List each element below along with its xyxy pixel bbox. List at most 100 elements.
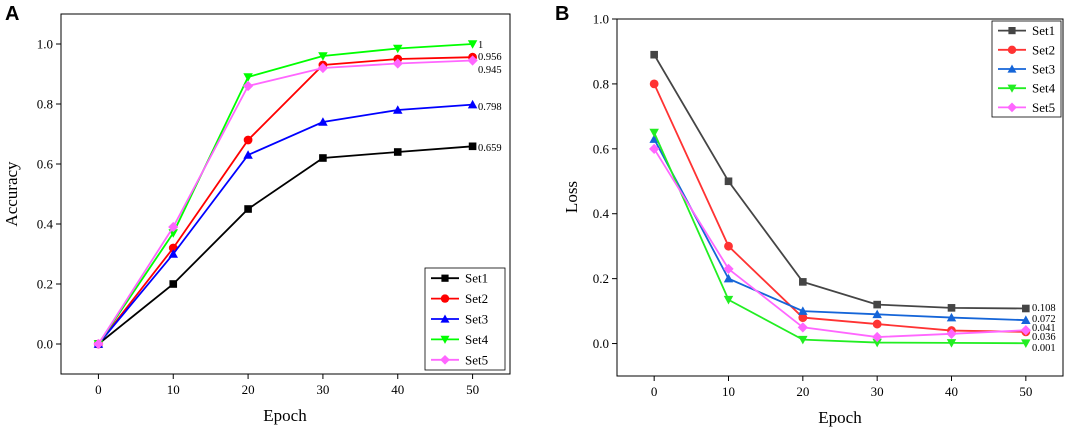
panel-a-x-tick-label: 0 [95,382,102,397]
panel-a-line-set3 [97,103,473,345]
panel-b-point-set4 [723,295,734,305]
panel-a-y-tick-label: 0.0 [37,337,53,352]
panel-b-y-tick-label: 0.6 [593,141,610,156]
panel-a-y-tick-label: 0.4 [37,217,54,232]
panel-b-point-set5 [872,331,883,343]
panel-b-end-label-set2: 0.036 [1032,332,1056,343]
panel-b-point-set1 [799,278,807,286]
panel-b-point-set3 [798,306,808,315]
panel-b-line-set2 [653,83,1026,333]
panel-a-point-set3 [243,150,253,159]
panel-a-point-set3 [393,105,403,114]
panel-a-point-set5 [467,55,478,66]
panel-a-legend-label-set2: Set2 [465,291,488,306]
panel-a-legend-marker-set3 [440,314,450,323]
panel-b-point-set2 [798,313,808,322]
panel-a-end-label-set4: 1 [478,40,483,51]
panel-a-legend-label-set4: Set4 [465,332,489,347]
panel-a-legend-label-set3: Set3 [465,312,488,327]
panel-b-legend-marker-set4 [1007,84,1017,93]
panel-a-end-labels: 10.956 0.945 0.798 0.659 [478,40,502,154]
panel-b-end-label-set5: 0.041 [1032,323,1056,334]
panel-b-point-set5 [649,143,660,154]
panel-b-x-tick-label: 40 [945,384,958,399]
panel-b-loss-chart: B 0 10 20 30 40 50 0.0 0.2 0.4 0.6 0.8 1.0 Epoch Lo… [555,3,1064,427]
panel-b-point-set1 [873,300,881,309]
panel-b-point-set4 [946,339,957,348]
panel-a-x-tick-label: 40 [391,382,404,397]
panel-b-point-set5 [1020,325,1031,336]
panel-a-x-tick-label: 50 [466,382,479,397]
panel-b-line-set3 [653,138,1026,322]
panel-a-legend: Set1 Set2 Set3 Set4 Set5 [424,267,506,371]
panel-b-series-group [649,50,1031,348]
panel-a-x-tick-label: 10 [167,382,180,397]
panel-a-y-tick-label: 0.8 [37,97,53,112]
panel-a-point-set5 [93,338,104,350]
panel-b-letter: B [555,3,569,25]
panel-b-x-tick-label: 30 [871,384,884,399]
panel-b-point-set5 [723,263,734,275]
panel-a-series-group [93,40,478,350]
panel-b-point-set2 [872,319,882,329]
panel-b-legend-marker-set5 [1007,102,1017,113]
panel-b-point-set3 [872,309,882,319]
panel-b-legend-marker-set2 [1007,45,1017,54]
panel-b-point-set4 [649,128,659,138]
panel-b-y-tick-label: 0.8 [593,76,609,91]
panel-b-point-set5 [797,322,808,333]
panel-a-letter: A [5,3,19,25]
panel-b-legend-marker-set3 [1007,64,1017,73]
panel-b-point-set2 [649,79,659,89]
panel-a-point-set5 [242,80,254,92]
panel-a-legend-marker-set1 [441,274,449,282]
panel-a-end-label-set2: 0.956 [478,52,502,63]
panel-b-y-tick-label: 0.2 [593,271,609,286]
panel-a-point-set1 [244,205,252,213]
panel-a-line-set4 [97,43,473,345]
panel-b-y-tick-label: 0.0 [593,336,609,351]
panel-b-point-set1 [724,177,733,186]
panel-a-legend-label-set1: Set1 [465,271,488,286]
panel-b-x-tick-label: 20 [796,384,809,399]
panel-a-accuracy-chart: A 0 10 20 30 40 50 0.0 0.2 0.4 0.6 0.8 1.0 Epoch Ac… [2,3,511,425]
panel-a-y-tick-label: 1.0 [37,37,53,52]
panel-b-point-set5 [946,328,957,339]
panel-b-legend-label-set3: Set3 [1032,62,1055,77]
panel-a-axis-ticks: 0 10 20 30 40 50 0.0 0.2 0.4 0.6 0.8 1.0 [37,37,479,398]
panel-a-point-set5 [392,58,403,69]
panel-a-point-set5 [317,62,329,74]
panel-a-x-tick-label: 20 [242,382,255,397]
panel-b-x-axis-title: Epoch [818,408,862,427]
panel-a-point-set1 [169,280,178,288]
panel-a-legend-label-set5: Set5 [465,352,488,367]
panel-b-y-axis-title: Loss [562,181,581,213]
panel-a-y-tick-label: 0.6 [37,157,54,172]
panel-b-point-set3 [946,312,957,322]
panel-a-y-axis-title: Accuracy [2,161,21,227]
panel-b-point-set1 [947,304,956,312]
panel-b-point-set4 [1021,339,1031,348]
panel-b-legend-label-set4: Set4 [1032,81,1056,96]
panel-b-x-tick-label: 50 [1019,384,1032,399]
panel-a-point-set4 [318,52,328,61]
panel-b-x-tick-label: 10 [722,384,735,399]
panel-a-point-set4 [467,40,478,49]
panel-b-point-set3 [723,273,734,283]
panel-b-axis-ticks: 0 10 20 30 40 50 0.0 0.2 0.4 0.6 0.8 1.0 [593,12,1033,400]
panel-b-end-label-set4: 0.001 [1032,343,1056,354]
panel-a-legend-marker-set5 [440,354,450,365]
panel-a-x-axis-title: Epoch [263,406,307,425]
panel-b-point-set4 [798,335,808,345]
panel-b-end-label-set3: 0.072 [1032,314,1056,325]
panel-a-end-label-set1: 0.659 [478,143,502,154]
panel-b-line-set1 [653,54,1026,310]
panel-a-legend-marker-set2 [440,294,450,303]
panel-a-point-set3 [318,117,328,126]
panel-a-end-label-set3: 0.798 [478,102,502,113]
panel-b-legend-label-set1: Set1 [1032,23,1055,38]
panel-b-point-set3 [649,134,659,143]
panel-b-legend-label-set2: Set2 [1032,42,1055,57]
panel-a-x-tick-label: 30 [316,382,329,397]
